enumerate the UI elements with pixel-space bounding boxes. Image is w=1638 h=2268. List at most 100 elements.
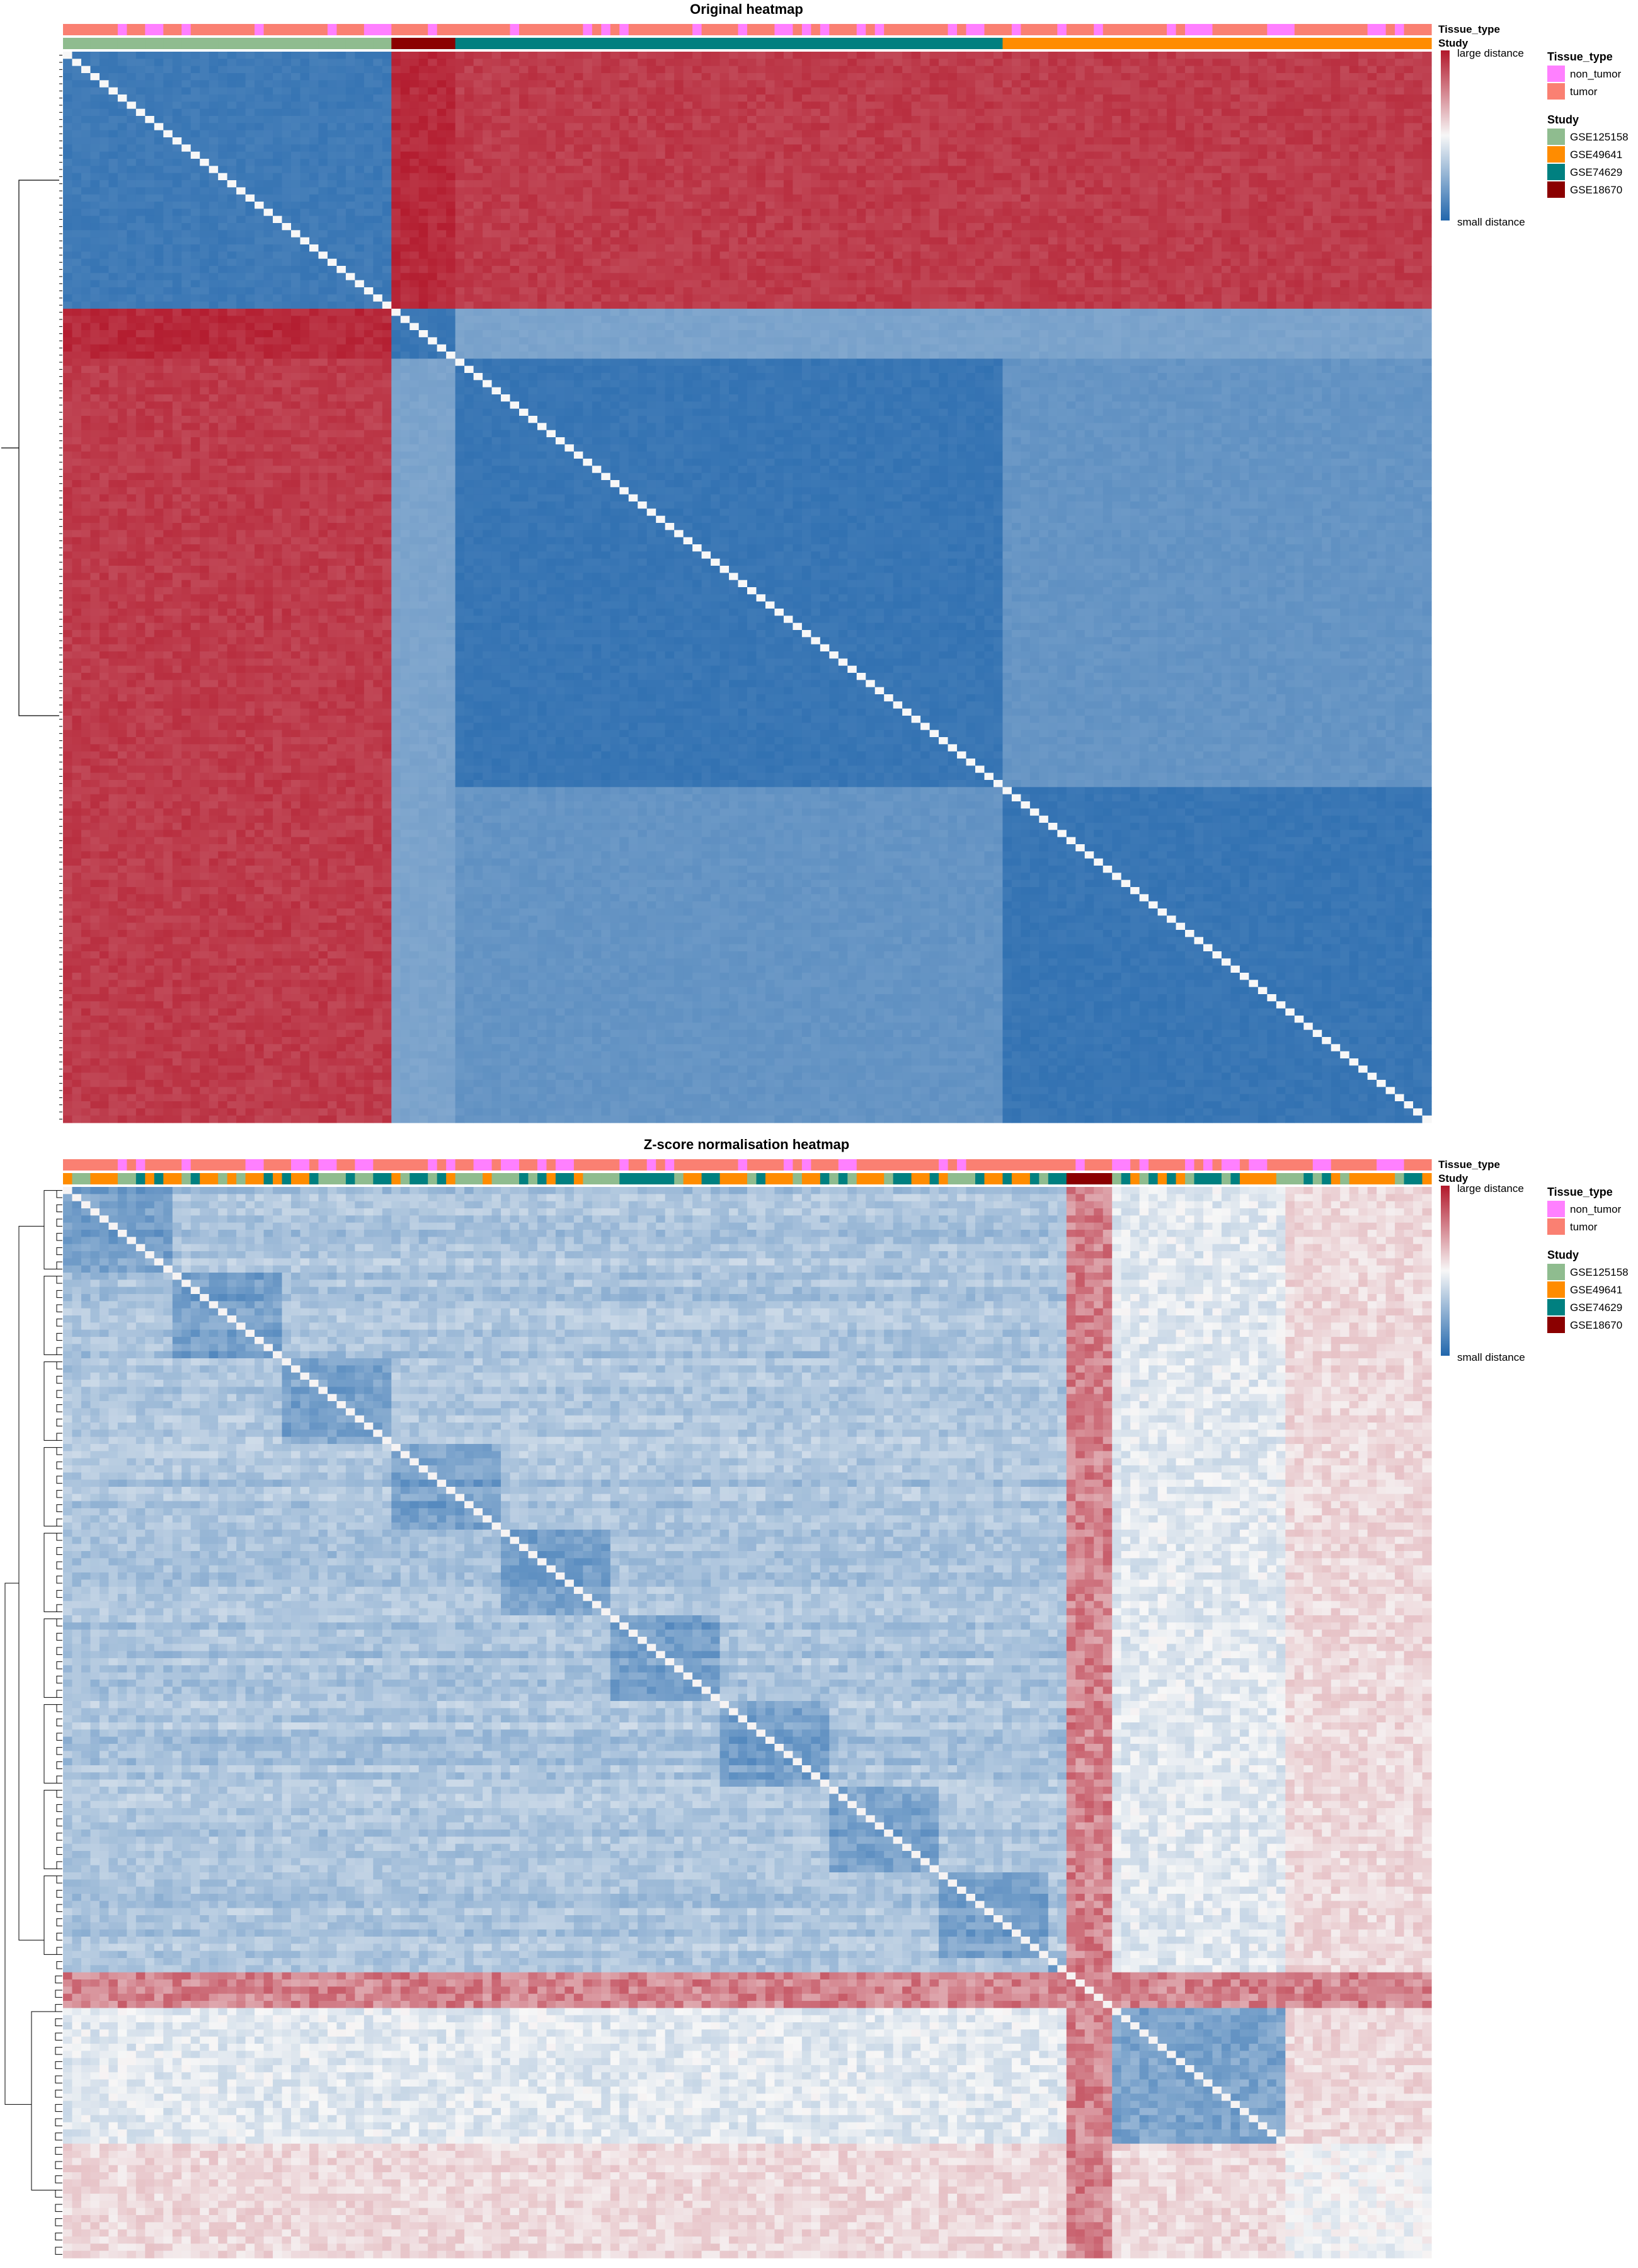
heatmap-cell [264, 59, 273, 66]
heatmap-cell [920, 80, 930, 88]
heatmap-cell [1203, 123, 1213, 130]
heatmap-cell [1194, 52, 1204, 59]
heatmap-cell [90, 80, 100, 88]
study-cell [966, 38, 976, 49]
heatmap-cell [1039, 66, 1048, 74]
heatmap-cell [81, 101, 91, 109]
heatmap-cell [629, 109, 638, 117]
heatmap-cell [236, 123, 246, 130]
study-cell [756, 38, 765, 49]
heatmap-cell [674, 144, 684, 152]
heatmap-cell [200, 116, 209, 123]
heatmap-cell [200, 101, 209, 109]
heatmap-cell [127, 109, 136, 117]
heatmap-cell [437, 116, 447, 123]
heatmap-cell [1039, 116, 1048, 123]
heatmap-cell [474, 94, 483, 102]
study-cell [218, 38, 227, 49]
heatmap-cell [209, 59, 219, 66]
heatmap-cell [1112, 137, 1121, 145]
heatmap-cell [1112, 88, 1121, 95]
heatmap-cell [875, 116, 885, 123]
heatmap-cell [884, 101, 893, 109]
heatmap-cell [209, 144, 219, 152]
heatmap-cell [647, 80, 656, 88]
heatmap-cell [373, 94, 382, 102]
heatmap-cell [948, 130, 958, 138]
heatmap-cell [154, 130, 164, 138]
heatmap-cell [857, 101, 866, 109]
heatmap-cell [857, 88, 866, 95]
heatmap-cell [1203, 116, 1213, 123]
study-cell [309, 38, 319, 49]
heatmap-cell [1222, 59, 1231, 66]
heatmap-cell [191, 88, 200, 95]
heatmap-cell [1130, 52, 1140, 59]
heatmap-cell [255, 109, 264, 117]
heatmap-cell [1423, 80, 1432, 88]
heatmap-cell [1386, 52, 1395, 59]
heatmap-cell [902, 88, 912, 95]
heatmap-cell [866, 137, 875, 145]
heatmap-cell [1331, 94, 1341, 102]
heatmap-cell [528, 109, 537, 117]
heatmap-cell [264, 52, 273, 59]
heatmap-cell [1249, 52, 1258, 59]
heatmap-cell [127, 130, 136, 138]
heatmap-cell [1075, 59, 1085, 66]
heatmap-cell [410, 59, 419, 66]
heatmap-cell [574, 101, 583, 109]
heatmap-cell [556, 137, 565, 145]
heatmap-cell [537, 116, 547, 123]
heatmap-cell [464, 123, 474, 130]
heatmap-cell [1386, 101, 1395, 109]
heatmap-cell [483, 123, 492, 130]
heatmap-cell [1258, 137, 1268, 145]
heatmap-cell [893, 144, 903, 152]
heatmap-cell [464, 66, 474, 74]
heatmap-cell [145, 137, 154, 145]
tissue-type-cell [546, 24, 556, 35]
heatmap-cell [920, 144, 930, 152]
heatmap-cell [1377, 130, 1386, 138]
heatmap-cell [875, 130, 885, 138]
tissue-type-cell [1295, 24, 1304, 35]
study-cell [373, 38, 382, 49]
heatmap-cell [1230, 130, 1240, 138]
heatmap-cell [1423, 116, 1432, 123]
heatmap-cell [902, 94, 912, 102]
heatmap-cell [857, 116, 866, 123]
heatmap-cell [328, 130, 337, 138]
heatmap-cell [920, 59, 930, 66]
heatmap-cell [309, 109, 319, 117]
heatmap-cell [282, 94, 292, 102]
study-cell [227, 38, 237, 49]
tissue-type-cell [1002, 24, 1012, 35]
heatmap-cell [829, 130, 839, 138]
heatmap-cell [656, 116, 665, 123]
heatmap-cell [410, 52, 419, 59]
heatmap-cell [802, 116, 811, 123]
heatmap-cell [1313, 59, 1322, 66]
heatmap-cell [346, 52, 355, 59]
heatmap-cell [1413, 94, 1423, 102]
heatmap-cell [912, 137, 921, 145]
heatmap-cell [583, 123, 592, 130]
heatmap-cell [1158, 109, 1167, 117]
heatmap-cell [692, 116, 702, 123]
heatmap-cell [264, 123, 273, 130]
heatmap-cell [90, 101, 100, 109]
heatmap-cell [1185, 137, 1194, 145]
heatmap-cell [601, 88, 610, 95]
heatmap-cell [282, 137, 292, 145]
heatmap-cell [537, 66, 547, 74]
heatmap-cell [629, 116, 638, 123]
heatmap-cell [720, 73, 730, 81]
heatmap-cell [136, 80, 146, 88]
heatmap-cell [136, 66, 146, 74]
tissue-type-cell [610, 24, 620, 35]
heatmap-cell [1130, 94, 1140, 102]
heatmap-cell [1075, 94, 1085, 102]
study-cell [537, 38, 547, 49]
heatmap-cell [747, 80, 757, 88]
